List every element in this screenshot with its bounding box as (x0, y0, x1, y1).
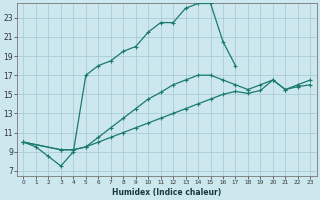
X-axis label: Humidex (Indice chaleur): Humidex (Indice chaleur) (112, 188, 221, 197)
